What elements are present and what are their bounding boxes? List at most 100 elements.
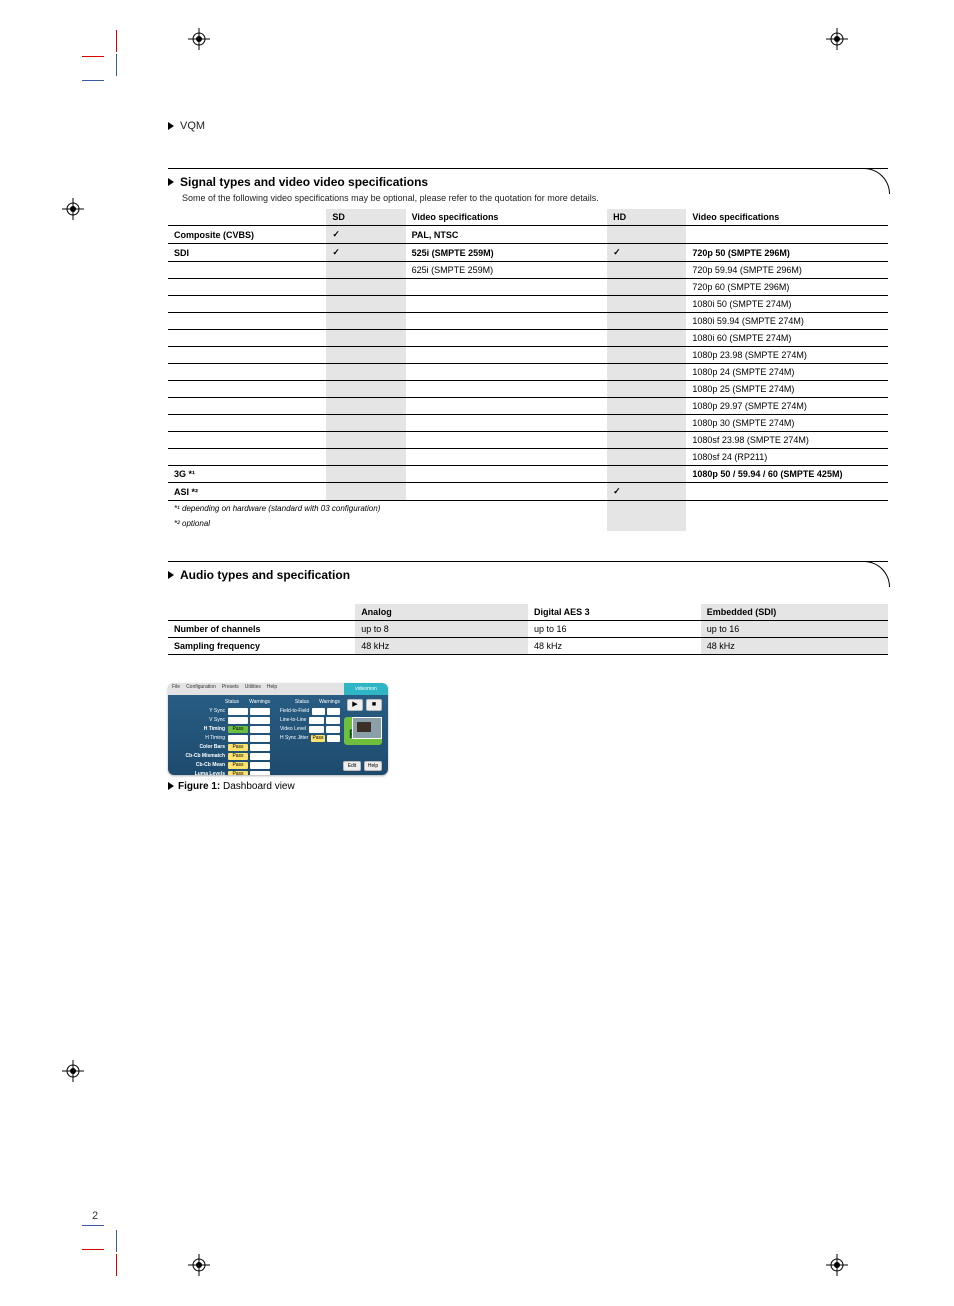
- table-cell: [406, 279, 608, 296]
- registration-mark-icon: [826, 1254, 848, 1276]
- table-row: 625i (SMPTE 259M)720p 59.94 (SMPTE 296M): [168, 262, 888, 279]
- status-badge: [312, 708, 325, 715]
- table-cell: 720p 60 (SMPTE 296M): [686, 279, 888, 296]
- menu-item[interactable]: Presets: [222, 684, 239, 694]
- row-label: H Timing: [174, 735, 228, 741]
- triangle-icon: [168, 571, 174, 579]
- triangle-icon: [168, 178, 174, 186]
- warning-cell: [327, 735, 340, 742]
- status-badge: Pass: [311, 735, 324, 742]
- section-a-header: Signal types and video video specificati…: [168, 168, 888, 191]
- table-cell: 1080p 24 (SMPTE 274M): [686, 364, 888, 381]
- menu-item[interactable]: File: [172, 684, 180, 694]
- control-button[interactable]: ■: [366, 699, 382, 711]
- menu-item[interactable]: Help: [267, 684, 277, 694]
- table-cell: 1080i 60 (SMPTE 274M): [686, 330, 888, 347]
- table-cell: [607, 501, 686, 517]
- status-badge: Pass: [228, 771, 248, 776]
- table-cell: [326, 381, 405, 398]
- table-header: HD: [607, 209, 686, 226]
- table-cell: [607, 262, 686, 279]
- table-row: Sampling frequency48 kHz48 kHz48 kHz: [168, 638, 888, 655]
- table-cell: [406, 398, 608, 415]
- warning-cell: [327, 708, 340, 715]
- registration-mark-icon: [826, 28, 848, 50]
- status-row: H TimingPass: [174, 725, 270, 733]
- table-cell: [326, 347, 405, 364]
- table-header: Analog: [355, 604, 528, 621]
- warning-cell: [250, 717, 270, 724]
- row-label: H Sync Jitter: [280, 735, 311, 741]
- table-header: Embedded (SDI): [701, 604, 888, 621]
- row-label: Video Level: [280, 726, 309, 732]
- table-cell: [686, 226, 888, 244]
- table-cell: ASI *²: [168, 483, 326, 501]
- table-cell: [168, 432, 326, 449]
- control-button[interactable]: ▶: [347, 699, 363, 711]
- vqm-brand: videomon: [344, 683, 388, 695]
- table-cell: 48 kHz: [701, 638, 888, 655]
- row-label: V Sync: [174, 717, 228, 723]
- row-label: Luma Levels: [174, 771, 228, 775]
- table-cell: PAL, NTSC: [406, 226, 608, 244]
- footnote-text: *² optional: [168, 516, 607, 531]
- status-row: Color BarsPass: [174, 743, 270, 751]
- table-cell: [168, 364, 326, 381]
- warning-cell: [250, 753, 270, 760]
- table-cell: [406, 313, 608, 330]
- section-b-title: Audio types and specification: [180, 568, 350, 582]
- table-cell: [326, 364, 405, 381]
- table-cell: 720p 59.94 (SMPTE 296M): [686, 262, 888, 279]
- table-cell: [406, 364, 608, 381]
- table-cell: [326, 296, 405, 313]
- table-row: SDI✓525i (SMPTE 259M)✓720p 50 (SMPTE 296…: [168, 244, 888, 262]
- table-cell: ✓: [607, 244, 686, 262]
- table-row: Number of channelsup to 8up to 16up to 1…: [168, 621, 888, 638]
- table-cell: 525i (SMPTE 259M): [406, 244, 608, 262]
- status-badge: [309, 717, 323, 724]
- footer-button[interactable]: Help: [364, 761, 382, 771]
- table-cell: [168, 347, 326, 364]
- table-cell: [607, 415, 686, 432]
- footer-button[interactable]: Edit: [343, 761, 361, 771]
- menu-item[interactable]: Configuration: [186, 684, 216, 694]
- table-row: Composite (CVBS)✓PAL, NTSC: [168, 226, 888, 244]
- table-cell: [168, 279, 326, 296]
- status-row: Cb-Cb MeanPass: [174, 761, 270, 769]
- table-cell: [686, 516, 888, 531]
- table-cell: [607, 347, 686, 364]
- warning-cell: [250, 708, 270, 715]
- video-thumbnail: [352, 717, 382, 739]
- table-cell: [326, 483, 405, 501]
- page-header-label: VQM: [168, 120, 888, 132]
- table-cell: up to 16: [701, 621, 888, 638]
- table-cell: [168, 398, 326, 415]
- table-cell: [406, 381, 608, 398]
- status-row: Line-to-Line: [280, 716, 340, 724]
- status-badge: Pass: [228, 753, 248, 760]
- status-badge: Pass: [228, 744, 248, 751]
- table-cell: up to 8: [355, 621, 528, 638]
- table-row: 1080i 50 (SMPTE 274M): [168, 296, 888, 313]
- table-cell: 1080p 23.98 (SMPTE 274M): [686, 347, 888, 364]
- table-row: 3G *¹1080p 50 / 59.94 / 60 (SMPTE 425M): [168, 466, 888, 483]
- menu-item[interactable]: Utilities: [245, 684, 261, 694]
- table-cell: [326, 279, 405, 296]
- vqm-top-buttons: ▶■: [347, 699, 382, 711]
- table-row: 1080sf 24 (RP211): [168, 449, 888, 466]
- status-badge: [228, 717, 248, 724]
- registration-mark-icon: [62, 1060, 84, 1082]
- table-cell: 720p 50 (SMPTE 296M): [686, 244, 888, 262]
- table-cell: [326, 313, 405, 330]
- status-badge: [309, 726, 323, 733]
- vqm-foot-buttons: EditHelp: [343, 761, 382, 771]
- table-footnote: *² optional: [168, 516, 888, 531]
- table-cell: [326, 330, 405, 347]
- table-cell: 3G *¹: [168, 466, 326, 483]
- registration-mark-icon: [62, 198, 84, 220]
- table-row: 1080p 23.98 (SMPTE 274M): [168, 347, 888, 364]
- table-cell: ✓: [607, 483, 686, 501]
- panel-header: StatusWarnings: [280, 699, 340, 705]
- section-b-header: Audio types and specification: [168, 561, 888, 584]
- warning-cell: [326, 717, 340, 724]
